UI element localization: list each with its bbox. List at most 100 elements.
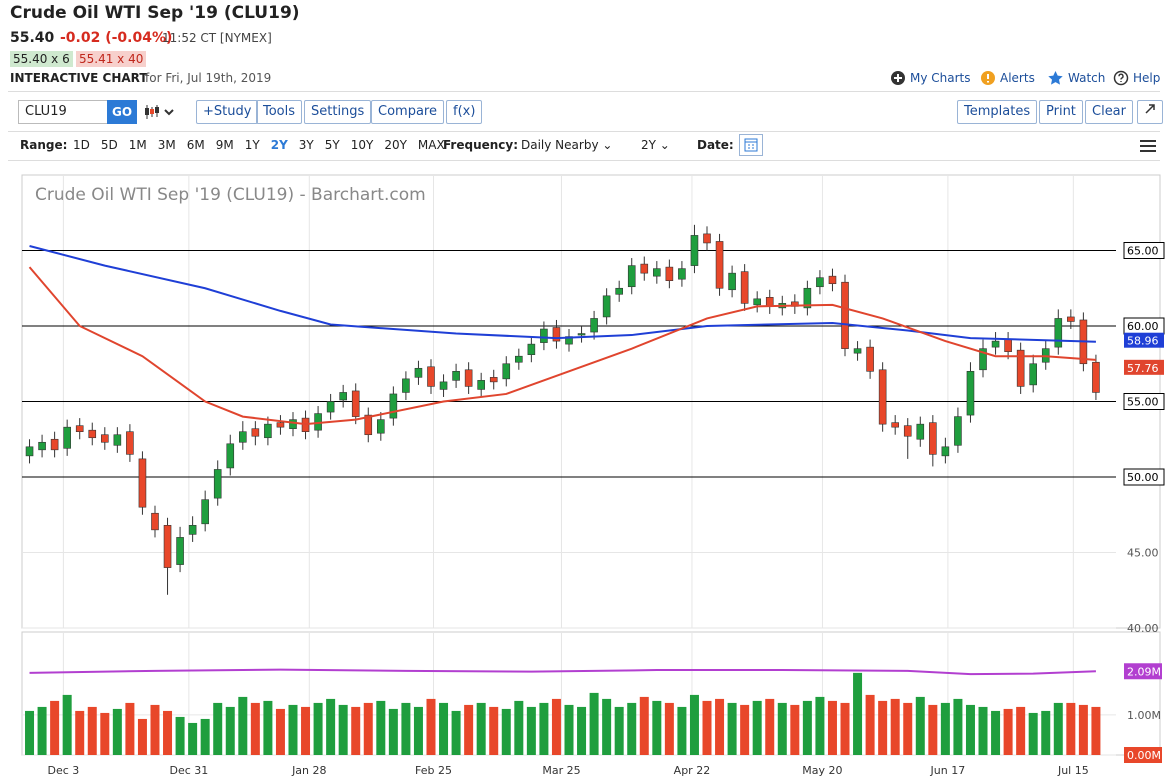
volume-bar — [627, 702, 637, 755]
volume-bar — [1078, 704, 1088, 755]
go-button[interactable]: GO — [107, 100, 137, 124]
candle-body — [615, 287, 623, 295]
candle-body — [954, 416, 962, 446]
volume-bar — [702, 700, 712, 755]
volume-bar — [464, 704, 474, 755]
volume-bar — [150, 704, 160, 755]
volume-bar — [363, 702, 373, 755]
candle-body — [653, 268, 661, 277]
last-price: 55.40 — [10, 30, 55, 46]
range-option[interactable]: 3Y — [298, 138, 314, 152]
volume-bar — [740, 704, 750, 755]
volume-bar — [577, 706, 587, 755]
range-option[interactable]: 9M — [215, 138, 234, 152]
candle-body — [138, 458, 147, 508]
volume-bar — [501, 708, 511, 755]
toolbar-button[interactable]: Clear — [1085, 100, 1133, 124]
range-options: 1D 5D 1M 3M 6M 9M 1Y 2Y 3Y 5Y 10Y 20Y MAX — [73, 138, 456, 152]
y-tick-label: 40.00 — [1127, 622, 1159, 635]
alerts-link[interactable]: Alerts — [980, 70, 1035, 86]
volume-bar — [752, 700, 762, 755]
candle-body — [765, 297, 774, 307]
my-charts-link[interactable]: My Charts — [890, 70, 971, 86]
y-tick-label: 50.00 — [1127, 471, 1159, 484]
volume-bar — [62, 694, 72, 755]
range-option[interactable]: 1D — [73, 138, 90, 152]
level-label-box — [1123, 393, 1165, 410]
volume-bar — [439, 702, 449, 755]
range-option[interactable]: 6M — [186, 138, 205, 152]
x-tick-label: Jun 17 — [930, 764, 966, 777]
range-option[interactable]: 1Y — [244, 138, 260, 152]
candle-body — [715, 241, 724, 289]
volume-bar — [275, 708, 285, 755]
volume-bar — [1091, 706, 1101, 755]
candle-body — [1092, 361, 1100, 393]
candle-body — [239, 431, 247, 443]
volume-bar — [790, 704, 800, 755]
range-option[interactable]: MAX — [417, 138, 445, 152]
candle-body — [427, 366, 435, 387]
expand-button[interactable] — [1137, 100, 1163, 124]
range-option[interactable]: 2Y — [270, 138, 288, 152]
volume-bar — [903, 702, 913, 755]
ask: 55.41 x 40 — [76, 51, 147, 67]
range-option[interactable]: 5Y — [324, 138, 340, 152]
moving-average — [29, 245, 1096, 343]
volume-bar — [50, 700, 60, 755]
volume-bar — [928, 704, 938, 755]
toolbar-button[interactable]: +Study — [196, 100, 259, 124]
toolbar-button[interactable]: f(x) — [446, 100, 483, 124]
date-picker[interactable] — [739, 134, 763, 156]
range-option[interactable]: 10Y — [350, 138, 374, 152]
volume-bar — [953, 698, 963, 755]
toolbar-button[interactable]: Settings — [304, 100, 372, 124]
volume-bar — [225, 706, 235, 755]
candle-body — [176, 537, 184, 565]
volume-bar — [175, 716, 185, 755]
help-link[interactable]: Help — [1113, 70, 1160, 86]
volume-bar — [376, 700, 386, 755]
x-tick-label: Dec 31 — [169, 764, 208, 777]
range-option[interactable]: 1M — [128, 138, 147, 152]
ma-label: 57.76 — [1127, 362, 1159, 375]
chart-type-picker[interactable] — [143, 103, 179, 121]
candle-body — [916, 423, 925, 440]
frequency-select[interactable]: Daily Nearby ⌄ — [521, 138, 613, 152]
volume-bar — [188, 722, 198, 755]
chart-label: INTERACTIVE CHART — [10, 71, 148, 85]
volume-bar — [589, 692, 599, 755]
period-select[interactable]: 2Y ⌄ — [641, 138, 670, 152]
toolbar-button[interactable]: Print — [1039, 100, 1083, 124]
volume-bar — [37, 706, 47, 755]
level-label-box — [1123, 242, 1165, 259]
volume-bar — [163, 710, 173, 755]
candle-body — [941, 446, 950, 457]
ma-label-box — [1124, 332, 1164, 348]
menu-button[interactable] — [1140, 139, 1156, 153]
range-option[interactable]: 20Y — [384, 138, 407, 152]
candle-body — [627, 265, 636, 288]
volume-bar — [1066, 702, 1076, 755]
toolbar-button[interactable]: Compare — [371, 100, 444, 124]
candle-body — [151, 512, 159, 531]
volume-bar — [476, 702, 486, 755]
candle-body — [590, 318, 598, 333]
x-tick-label: Apr 22 — [674, 764, 711, 777]
frequency-label: Frequency: — [443, 138, 519, 152]
candle-body — [326, 401, 335, 413]
candle-body — [728, 272, 736, 291]
watch-link[interactable]: Watch — [1047, 70, 1105, 86]
candle-body — [929, 422, 937, 455]
toolbar-button[interactable]: Templates — [957, 100, 1038, 124]
volume-bar — [551, 698, 561, 755]
toolbar-button[interactable]: Tools — [256, 100, 303, 124]
candle-body — [527, 343, 536, 355]
volume-bar — [313, 702, 323, 755]
range-option[interactable]: 3M — [157, 138, 176, 152]
symbol-input[interactable]: CLU19 — [18, 100, 112, 124]
range-option[interactable]: 5D — [100, 138, 118, 152]
candle-body — [126, 431, 134, 455]
candle-body — [402, 378, 410, 393]
volume-average — [29, 668, 1096, 676]
